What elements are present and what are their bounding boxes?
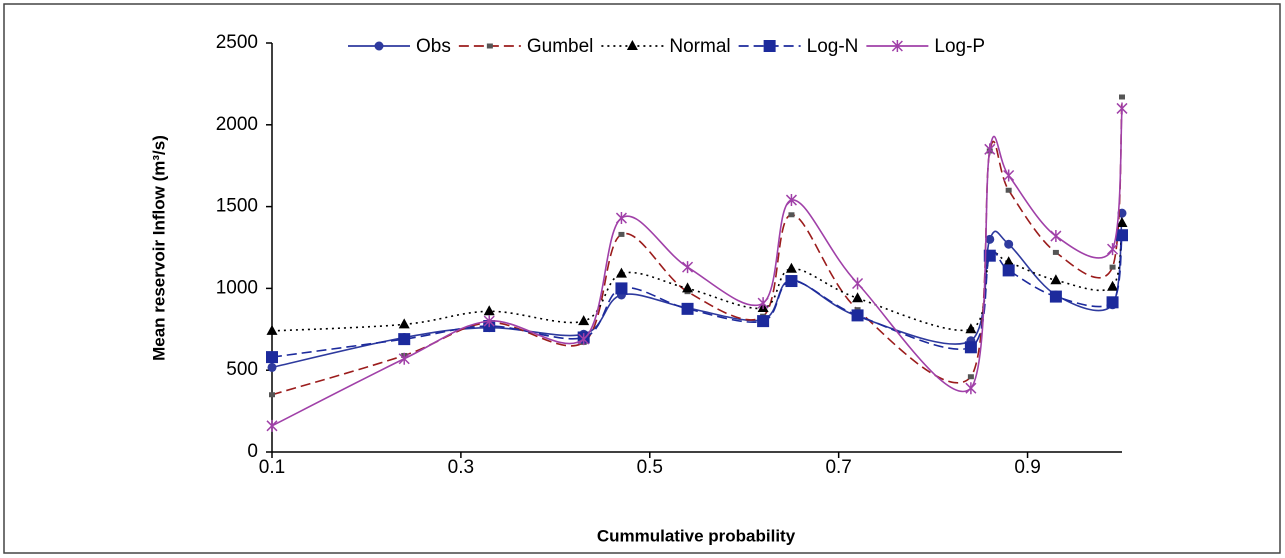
- data-point: [757, 315, 770, 328]
- data-point: [1004, 239, 1014, 249]
- data-point: [615, 282, 628, 295]
- data-point: [267, 362, 277, 372]
- legend-marker: [626, 40, 638, 50]
- x-tick-label: 0.5: [637, 457, 663, 478]
- data-point: [1107, 280, 1119, 291]
- x-axis-title: Cummulative probability: [597, 526, 796, 545]
- data-point: [852, 277, 864, 290]
- data-point: [398, 352, 410, 365]
- x-tick-label: 0.7: [825, 457, 851, 478]
- data-point: [1050, 274, 1062, 285]
- data-point: [985, 234, 995, 244]
- data-point: [398, 333, 411, 346]
- data-point: [615, 267, 627, 278]
- data-point: [1116, 229, 1128, 242]
- legend-label: Log-N: [807, 36, 859, 57]
- data-point: [1116, 216, 1128, 227]
- data-point: [483, 315, 495, 328]
- data-point: [1050, 230, 1062, 243]
- data-point: [266, 419, 278, 432]
- chart-frame: [3, 3, 1281, 554]
- data-point: [1003, 169, 1015, 182]
- data-point: [964, 341, 977, 354]
- legend: Obs Gumbel Normal Log-N Log-P: [348, 36, 985, 57]
- data-point: [984, 143, 996, 156]
- x-tick-label: 0.3: [448, 457, 474, 478]
- data-point: [1109, 264, 1116, 270]
- data-point: [578, 333, 590, 346]
- data-point: [615, 212, 627, 225]
- legend-label: Log-P: [934, 36, 985, 57]
- data-point: [1049, 290, 1062, 303]
- legend-marker: [891, 40, 903, 52]
- data-point: [983, 249, 996, 262]
- data-point: [1002, 264, 1015, 277]
- data-point: [1107, 243, 1119, 256]
- y-tick-label: 0: [247, 441, 258, 462]
- y-axis-title: Mean reservoir Inflow (m³/s): [149, 135, 168, 361]
- data-point: [682, 261, 694, 274]
- legend-marker: [486, 43, 493, 49]
- legend-label: Gumbel: [527, 36, 594, 57]
- data-point: [1052, 249, 1059, 255]
- y-tick-label: 2000: [216, 114, 258, 135]
- data-point: [1005, 187, 1012, 193]
- data-point: [682, 282, 694, 293]
- series-line: [271, 96, 1123, 396]
- series-line: [271, 108, 1123, 427]
- data-point: [266, 351, 278, 364]
- data-point: [398, 318, 410, 329]
- legend-marker: [374, 41, 384, 51]
- data-point: [1119, 94, 1125, 100]
- legend-marker: [763, 40, 776, 52]
- data-point: [785, 194, 797, 207]
- data-point: [681, 302, 694, 315]
- data-point: [618, 231, 625, 237]
- legend-label: Obs: [416, 36, 451, 57]
- data-point: [851, 309, 864, 322]
- legend-label: Normal: [669, 36, 730, 57]
- data-point: [1116, 102, 1128, 115]
- data-point: [266, 324, 278, 335]
- data-point: [785, 262, 797, 273]
- data-point: [967, 374, 974, 380]
- x-tick-label: 0.1: [259, 457, 285, 478]
- data-point: [965, 382, 977, 395]
- data-point: [785, 275, 798, 288]
- y-tick-label: 1000: [216, 277, 258, 298]
- data-point: [269, 392, 275, 398]
- data-point: [757, 297, 769, 310]
- data-point: [483, 305, 495, 316]
- data-point: [1003, 256, 1015, 267]
- data-point: [852, 292, 864, 303]
- data-point: [788, 212, 795, 218]
- data-point: [578, 315, 590, 326]
- x-tick-label: 0.9: [1014, 457, 1040, 478]
- y-tick-label: 500: [226, 359, 258, 380]
- y-tick-label: 1500: [216, 196, 258, 217]
- data-point: [1106, 296, 1119, 309]
- data-point: [965, 323, 977, 334]
- y-tick-label: 2500: [216, 32, 258, 53]
